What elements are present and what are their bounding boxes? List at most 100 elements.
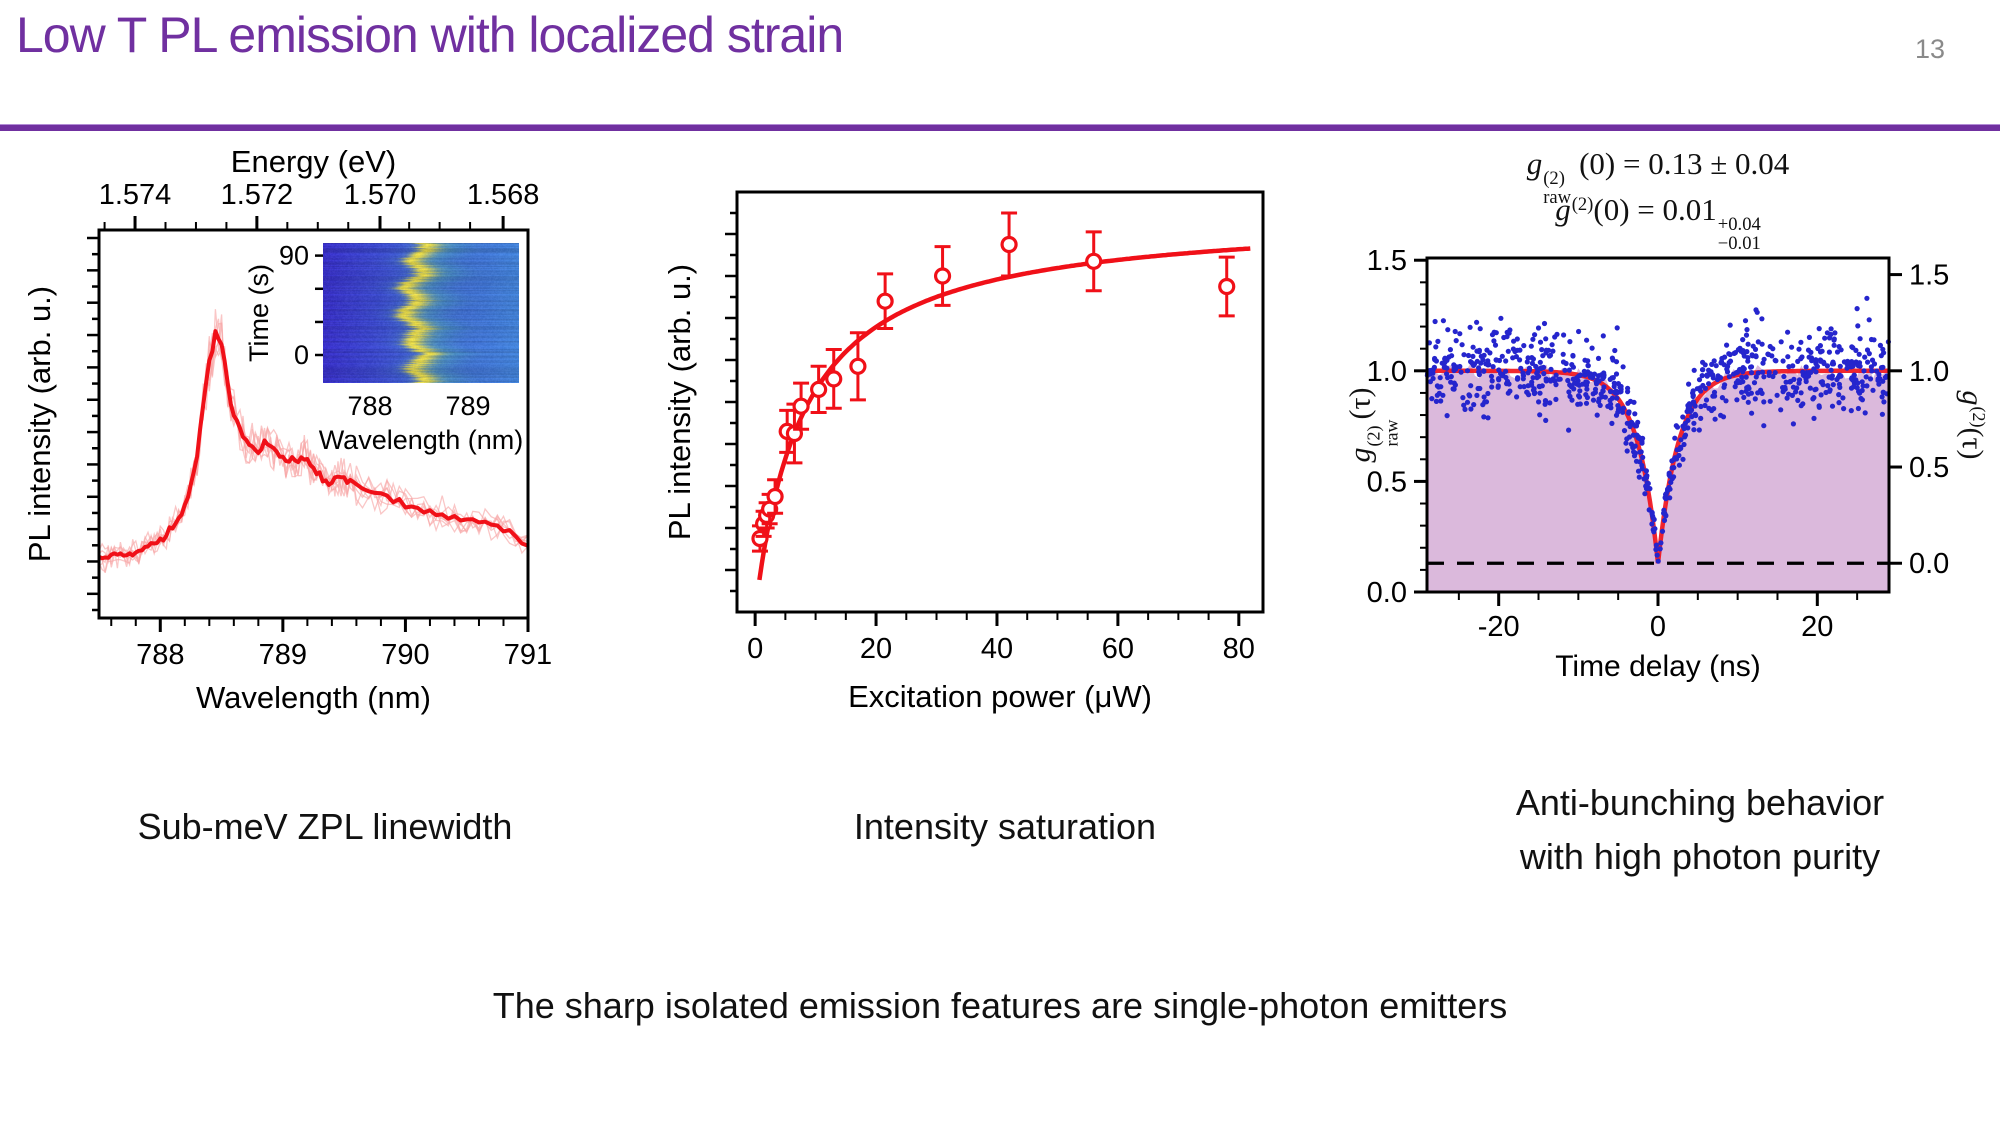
g2-dot	[1855, 363, 1861, 369]
x-tick-label: -20	[1478, 611, 1520, 643]
right-tick-label: 1.0	[1909, 356, 1949, 388]
g2-dot	[1836, 400, 1842, 406]
g2-dot	[1485, 390, 1491, 397]
g2-dot	[1607, 388, 1614, 395]
g2-antibunching-chart: g (2) raw (0) = 0.13 ± 0.04 g(2)(0) = 0.01 +…	[1340, 130, 2000, 700]
g2-dot	[1840, 395, 1846, 401]
g2-dot	[1448, 379, 1454, 385]
g2-dot	[1700, 367, 1706, 373]
g2-dot	[1811, 415, 1817, 421]
g2-dot	[1543, 347, 1549, 353]
g2-dot	[1696, 427, 1702, 433]
g2-dot	[1816, 326, 1822, 332]
g2-dot	[1681, 425, 1687, 432]
g2-dot	[1649, 510, 1655, 517]
g2-dot	[1692, 403, 1698, 409]
g2-dot	[1691, 420, 1697, 426]
g2-dot	[1690, 393, 1696, 400]
g2-dot	[1561, 332, 1567, 338]
g2-dot	[1461, 352, 1467, 358]
g2-dot	[1589, 345, 1595, 351]
g2-dot	[1635, 468, 1642, 474]
saturation-series	[751, 211, 1251, 581]
g2-dot	[1453, 366, 1459, 372]
g2-dot	[1649, 521, 1655, 527]
g2-dot	[1427, 379, 1433, 385]
g2-dot	[1651, 516, 1657, 523]
g2-dot	[1720, 414, 1727, 420]
g2-dot	[1691, 367, 1697, 373]
g2-dot	[1713, 363, 1719, 369]
g2-dot	[1844, 361, 1850, 367]
g2-dot	[1658, 540, 1664, 546]
g2-dot	[1789, 392, 1795, 398]
g2-dot	[1667, 473, 1673, 479]
g2-dot	[1693, 412, 1699, 419]
g2-dot	[1537, 390, 1543, 396]
g2-dot	[1829, 375, 1835, 381]
inset-y-axis-title: Time (s)	[244, 264, 274, 362]
g2-dot	[1620, 364, 1626, 370]
g2-dot	[1871, 361, 1878, 367]
g2-dot	[1782, 384, 1788, 390]
g2-dot	[1809, 358, 1815, 364]
g2-dot	[1855, 405, 1861, 412]
g2-dot	[1869, 368, 1875, 374]
g2-dot	[1507, 388, 1513, 394]
g2-dot	[1616, 405, 1623, 412]
g2-dot	[1828, 331, 1834, 338]
g2-dot	[1766, 369, 1772, 375]
g2-dot	[1783, 379, 1789, 385]
spectrum-trace	[98, 314, 529, 573]
g2-dot	[1745, 399, 1751, 405]
g2-dot	[1530, 375, 1536, 381]
g2-dot	[1865, 359, 1871, 365]
g2-dot	[1632, 411, 1638, 417]
g2-dot	[1600, 333, 1606, 339]
g2-dot	[1760, 360, 1766, 366]
spectrum-series	[98, 309, 529, 573]
g2-dot	[1663, 496, 1669, 502]
g2-dot	[1717, 375, 1724, 381]
g2-dot	[1621, 428, 1628, 434]
g2-dot	[1759, 390, 1765, 396]
g2-dot	[1690, 399, 1697, 405]
g2-dot	[1605, 403, 1611, 409]
energy-tick-label: 1.568	[467, 179, 540, 211]
g2-dot	[1539, 347, 1545, 353]
g2-dot	[1520, 370, 1526, 376]
spectrum-main-line	[98, 329, 529, 561]
g2-dot	[1452, 382, 1458, 388]
g2-dot	[1566, 389, 1572, 395]
g2-dot	[1631, 453, 1638, 459]
g2-dot	[1461, 402, 1467, 408]
g2-dot	[1702, 402, 1708, 409]
g2-dot	[1812, 387, 1818, 393]
g2-dot	[1567, 339, 1573, 345]
g2-dot	[1457, 363, 1463, 370]
g2-dot	[1750, 343, 1756, 349]
g2-dot	[1849, 376, 1855, 382]
g2-svg: 0.0 0.5 1.0 1.5 0.0 0.5 1.0 1.5 -20 0 20 Time delay…	[1367, 245, 1950, 683]
g2-dot	[1447, 347, 1453, 353]
g2-dot	[1481, 394, 1487, 400]
g2-dot	[1611, 380, 1617, 386]
g2-dot	[1863, 374, 1869, 380]
g2-dot	[1442, 364, 1448, 370]
g2-dot	[1485, 358, 1491, 364]
g2-dot	[1457, 331, 1463, 337]
g2-dot	[1531, 390, 1537, 397]
g2-dot	[1577, 388, 1583, 394]
x-axis-title: Time delay (ns)	[1555, 650, 1761, 683]
g2-raw-annotation: g (2) raw (0) = 0.13 ± 0.04	[1340, 146, 1976, 207]
g2-dot	[1856, 351, 1862, 357]
g2-dot	[1834, 349, 1841, 355]
inset-x-tick-label: 788	[348, 391, 393, 421]
g2-dot	[1724, 342, 1730, 348]
g2-dot	[1637, 449, 1643, 455]
g2-dot	[1480, 357, 1486, 363]
g2-dot	[1653, 542, 1659, 548]
g2-dot	[1871, 337, 1877, 343]
g2-dot	[1636, 474, 1642, 480]
